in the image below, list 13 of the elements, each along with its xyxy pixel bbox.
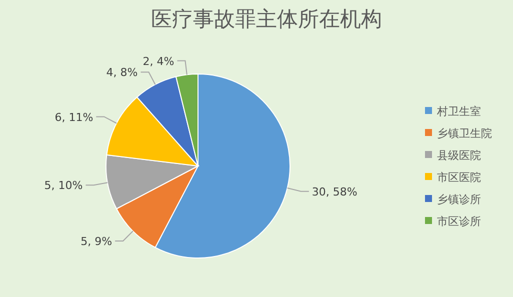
legend-label: 市区诊所 <box>437 215 481 228</box>
chart-title: 医疗事故罪主体所在机构 <box>151 7 382 31</box>
data-label: 30, 58% <box>312 185 358 198</box>
data-label: 5, 9% <box>80 234 112 248</box>
legend-label: 市区医院 <box>437 171 481 184</box>
data-label: 4, 8% <box>106 66 138 80</box>
legend-label: 乡镇诊所 <box>437 193 481 206</box>
data-label: 6, 11% <box>54 110 94 124</box>
legend-label: 县级医院 <box>437 149 481 162</box>
legend-label: 乡镇卫生院 <box>437 127 492 140</box>
data-label: 2, 4% <box>142 54 174 68</box>
data-label: 5, 10% <box>44 179 83 192</box>
legend-label: 村卫生室 <box>436 105 481 118</box>
